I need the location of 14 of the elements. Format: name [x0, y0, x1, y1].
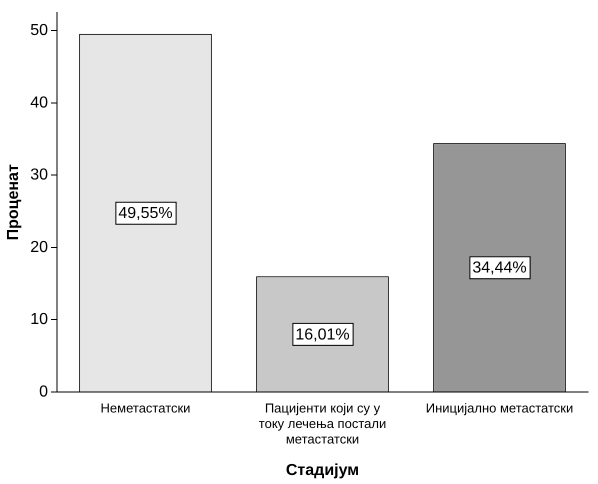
data-label: 49,55%: [118, 205, 173, 222]
data-label: 16,01%: [295, 326, 350, 344]
x-axis-title: Стадијум: [286, 462, 360, 479]
y-tick-label: 50: [30, 22, 48, 40]
y-tick-label: 20: [30, 238, 48, 256]
x-tick-label: Неметастатски: [100, 400, 190, 416]
data-label: 34,44%: [472, 260, 527, 277]
x-tick-label: Пацијенти који су у току лечења постали метастатски: [258, 400, 386, 447]
x-tick-label: Иницијално метастатски: [426, 400, 574, 416]
y-axis-title: Проценат: [5, 164, 22, 240]
y-tick-label: 10: [30, 311, 48, 328]
y-tick-label: 0: [39, 383, 48, 400]
y-tick-label: 40: [30, 94, 48, 112]
y-tick-label: 30: [30, 166, 48, 184]
